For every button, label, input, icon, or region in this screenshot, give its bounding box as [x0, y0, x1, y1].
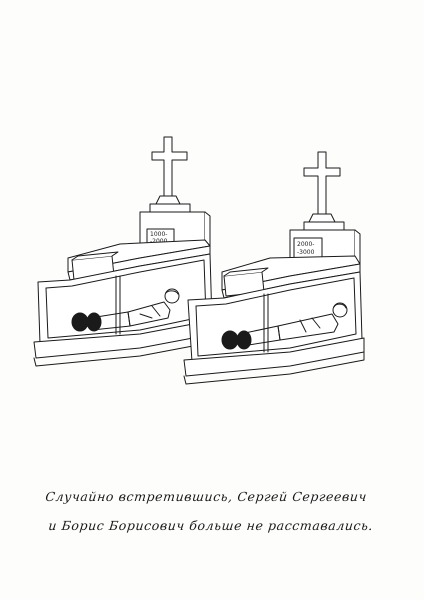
right-price-tag: 2000- -3000 — [293, 237, 323, 259]
right-price-line1: 2000- — [297, 241, 314, 248]
cartoon-drawing: 1000- -2000 — [33, 136, 365, 385]
left-cross-icon — [151, 136, 188, 197]
left-tomb: 1000- -2000 — [33, 136, 215, 367]
caption-line-1: Случайно встретившись, Сергей Сергеевич — [44, 489, 368, 504]
left-person — [71, 288, 180, 332]
right-cross-icon — [303, 151, 341, 215]
right-price-line2: -3000 — [297, 249, 315, 256]
right-tomb: 2000- -3000 — [183, 151, 365, 385]
caption: Случайно встретившись, Сергей Сергеевич … — [41, 482, 407, 540]
right-person — [221, 302, 348, 350]
caption-line-2: и Борис Борисович больше не расставались… — [47, 518, 375, 533]
left-price-line1: 1000- — [150, 231, 167, 238]
left-price-line2: -2000 — [150, 238, 168, 245]
